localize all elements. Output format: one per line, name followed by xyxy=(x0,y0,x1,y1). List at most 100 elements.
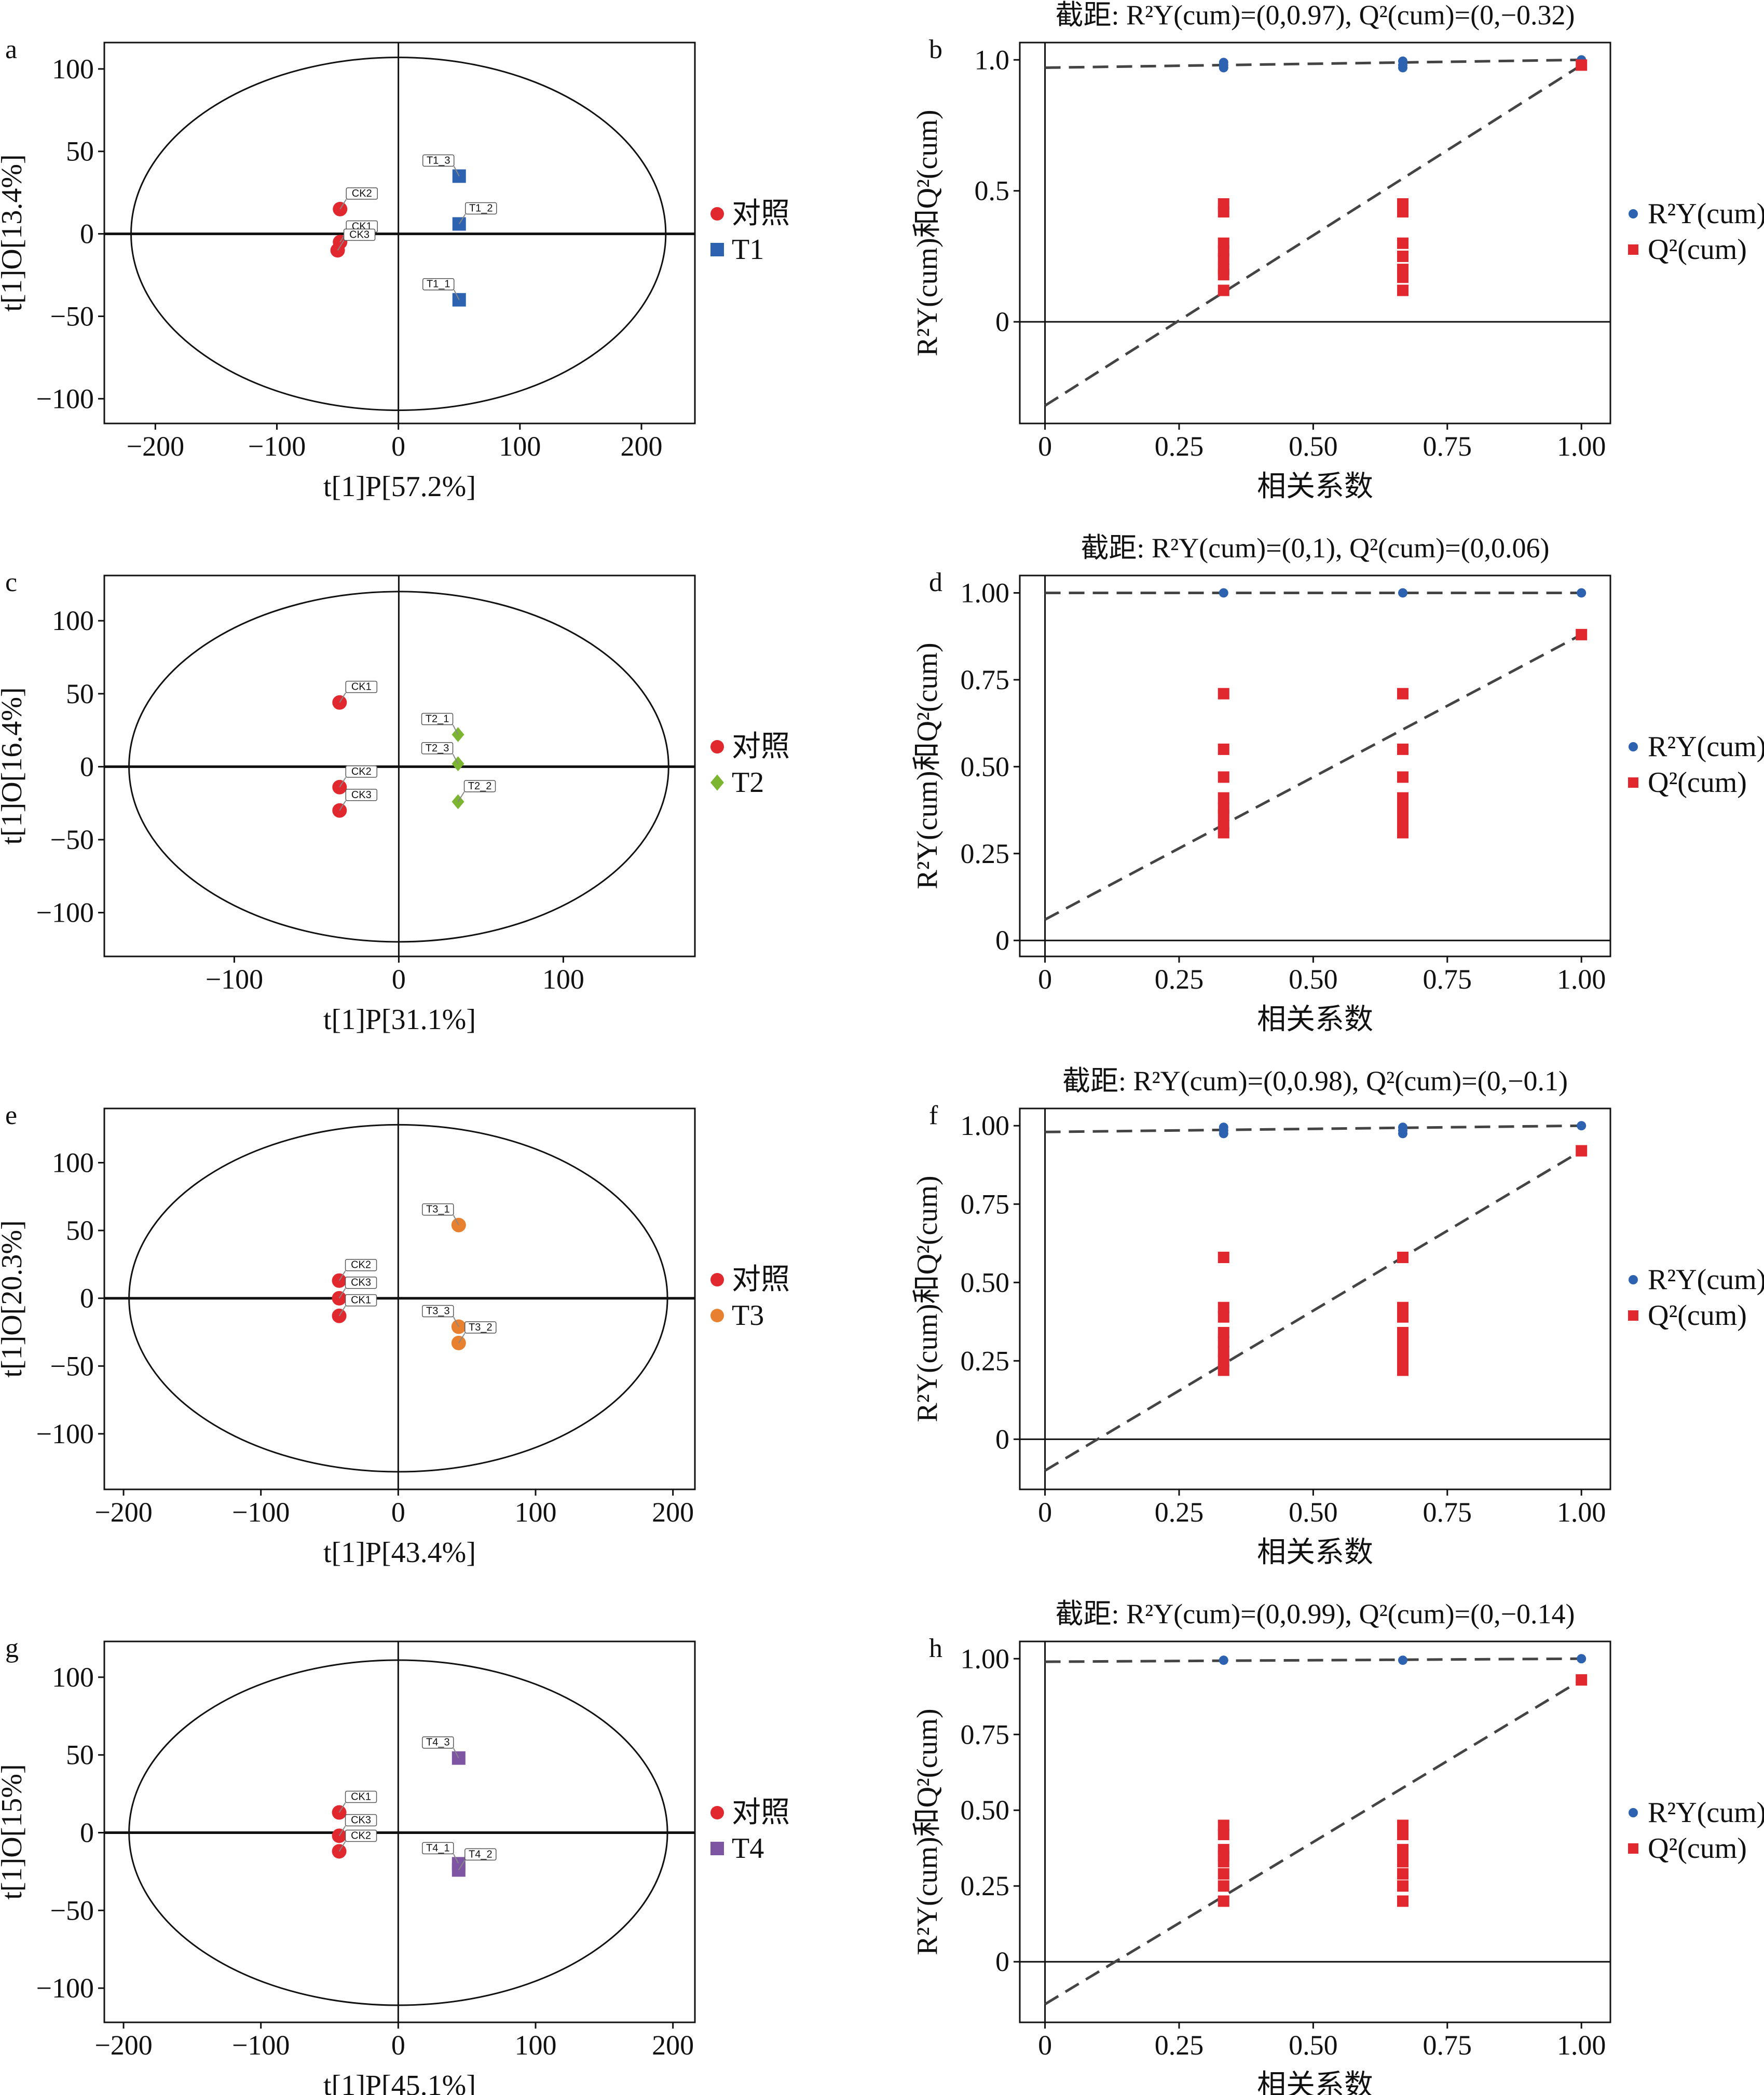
x-tick-label: 0.50 xyxy=(1289,431,1338,462)
point-label-box xyxy=(421,742,454,755)
y-tick-label: −100 xyxy=(36,1973,94,2004)
legend-marker xyxy=(710,1273,724,1286)
legend-marker xyxy=(1628,777,1638,788)
label-leader xyxy=(453,1853,459,1864)
panel-letter: d xyxy=(929,568,942,597)
data-point xyxy=(1219,1129,1228,1139)
label-leader xyxy=(453,1215,459,1226)
x-tick-label: 0 xyxy=(1038,2030,1052,2061)
y-axis-label: R²Y(cum)和Q²(cum) xyxy=(911,1175,943,1422)
x-tick-label: 0 xyxy=(1038,964,1052,995)
point-label-box xyxy=(422,1203,454,1216)
data-point xyxy=(1218,1856,1229,1868)
series-1 xyxy=(1218,1674,1588,1907)
y-axis-label: t[1]O[20.3%] xyxy=(0,1220,28,1377)
point-label: CK1 xyxy=(351,1791,371,1803)
label-leader xyxy=(338,1825,346,1837)
data-point xyxy=(1218,1311,1229,1323)
plot-frame xyxy=(1019,574,1611,957)
x-tick-label: 200 xyxy=(620,431,662,462)
series-1: T2_1 T2_3 T2_2 xyxy=(421,713,496,810)
data-point xyxy=(1218,1819,1229,1831)
label-leader xyxy=(338,1270,346,1281)
data-point xyxy=(1397,237,1409,249)
chart-title: 截距: R²Y(cum)=(0,0.98), Q²(cum)=(0,−0.1) xyxy=(1062,1065,1568,1097)
data-point xyxy=(1218,1326,1229,1338)
legend-marker xyxy=(1629,209,1638,218)
data-point xyxy=(1397,250,1409,262)
data-point xyxy=(1218,253,1229,265)
chart-title: 截距: R²Y(cum)=(0,0.97), Q²(cum)=(0,−0.32) xyxy=(1055,0,1575,31)
data-point xyxy=(1218,1336,1229,1348)
data-point xyxy=(1576,59,1588,71)
point-label-box xyxy=(346,187,378,200)
point-label: CK2 xyxy=(351,1259,371,1271)
point-label: CK3 xyxy=(351,789,372,801)
data-point xyxy=(1397,1346,1409,1358)
point-label-box xyxy=(422,1736,454,1749)
data-point xyxy=(1218,1868,1229,1880)
y-axis-label: R²Y(cum)和Q²(cum) xyxy=(911,1708,943,1955)
legend-marker xyxy=(710,1842,724,1855)
point-label-box xyxy=(345,1258,377,1271)
point-label: T1_3 xyxy=(427,155,450,166)
y-tick-label: 0.75 xyxy=(961,1188,1010,1220)
x-tick-label: −100 xyxy=(206,964,263,995)
panel-a: a −200 −100 0 100 200 −100 −50 0 50 100 t[1]P[57.2%… xyxy=(0,35,790,503)
point-label-box xyxy=(464,202,497,215)
point-label-box xyxy=(421,713,454,725)
legend-marker xyxy=(1628,244,1638,255)
label-leader xyxy=(453,166,460,176)
y-tick-label: 0 xyxy=(995,1946,1009,1977)
x-tick-label: −200 xyxy=(127,431,184,462)
legend-marker xyxy=(1628,1310,1638,1321)
confidence-ellipse xyxy=(130,57,667,412)
label-leader xyxy=(458,1859,466,1870)
point-label-box xyxy=(345,1829,377,1842)
plot-frame xyxy=(103,574,696,957)
legend-marker xyxy=(710,1806,724,1819)
data-point xyxy=(1398,63,1407,73)
y-tick-label: 1.00 xyxy=(961,1110,1010,1141)
legend-label: Q²(cum) xyxy=(1648,234,1747,266)
x-tick-label: −100 xyxy=(232,1497,290,1528)
y-axis-label: t[1]O[16.4%] xyxy=(0,687,28,844)
label-leader xyxy=(453,290,460,300)
x-axis-label: 相关系数 xyxy=(1257,1004,1373,1036)
point-label: CK3 xyxy=(351,1277,371,1289)
y-tick-label: 0 xyxy=(995,306,1009,337)
data-point xyxy=(1397,827,1409,839)
label-leader xyxy=(457,791,465,802)
point-label-box xyxy=(345,1790,377,1803)
y-axis-label: R²Y(cum)和Q²(cum) xyxy=(911,109,943,356)
legend-marker xyxy=(710,774,724,791)
y-tick-label: 0.75 xyxy=(961,664,1010,695)
point-label-box xyxy=(464,1848,497,1861)
r2-regression-line xyxy=(1045,1124,1582,1133)
x-tick-label: −100 xyxy=(232,2030,290,2061)
legend-marker xyxy=(710,207,724,221)
point-label: CK3 xyxy=(351,1814,371,1826)
panel-letter: g xyxy=(5,1634,19,1663)
legend-marker xyxy=(1629,1808,1638,1817)
data-point xyxy=(1397,792,1409,804)
series-1 xyxy=(1218,628,1588,839)
panel-c: c −100 0 100 −100 −50 0 50 100 t[1]P[31.1%] t[1]O[… xyxy=(0,568,790,1036)
panel-letter: h xyxy=(929,1634,942,1663)
x-tick-label: 1.00 xyxy=(1557,1497,1606,1528)
point-label-box xyxy=(345,1814,377,1827)
point-label: CK2 xyxy=(351,1830,371,1841)
point-label-box xyxy=(463,780,496,792)
panel-h: h 截距: R²Y(cum)=(0,0.99), Q²(cum)=(0,−0.14… xyxy=(911,1598,1764,2095)
point-label: T4_2 xyxy=(469,1848,493,1860)
data-point xyxy=(1218,269,1229,281)
r2-regression-line xyxy=(1045,1657,1582,1663)
point-label: CK1 xyxy=(351,1295,371,1306)
x-tick-label: 100 xyxy=(542,964,584,995)
data-point xyxy=(1218,743,1229,755)
y-tick-label: −100 xyxy=(36,383,94,414)
point-label-box xyxy=(422,154,455,167)
data-point xyxy=(1219,1655,1228,1665)
x-tick-label: 200 xyxy=(652,2030,694,2061)
y-tick-label: 50 xyxy=(66,136,94,167)
